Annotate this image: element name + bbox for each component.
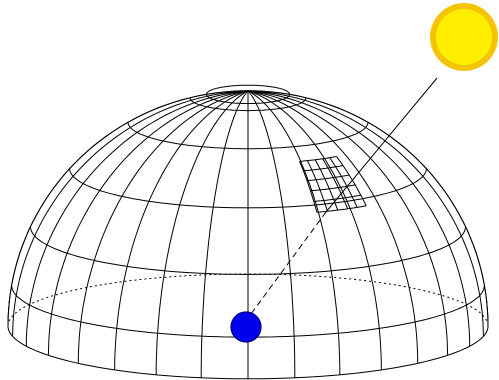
meridian-line (247, 90, 296, 378)
meridian-line (247, 90, 449, 356)
hemisphere-wireframe (7, 84, 489, 380)
patch-column (307, 160, 328, 212)
meridian-line (247, 90, 484, 337)
meridian-line (247, 90, 471, 347)
patch-column (322, 158, 349, 209)
observer-dot (230, 311, 262, 343)
meridian-line (12, 90, 249, 337)
dome-silhouette (7, 90, 489, 327)
patch-column (299, 161, 318, 213)
patch-row (313, 194, 361, 202)
meridian-line (77, 90, 249, 364)
sun-ray-outside (325, 77, 438, 213)
meridian-line (247, 90, 419, 364)
meridian-line (47, 90, 249, 356)
meridian-line (114, 90, 249, 370)
patch-row (299, 156, 337, 162)
top-cap-ring (205, 84, 291, 104)
sun-icon (430, 3, 498, 71)
sky-patch-grid (299, 156, 367, 213)
patch-row (316, 205, 367, 213)
patch-column (314, 159, 339, 211)
patch-row (310, 184, 356, 192)
patch-column (329, 157, 358, 208)
patch-row (306, 174, 350, 182)
sun-ray-inside (247, 211, 327, 319)
patch-row (303, 165, 344, 172)
meridian-line (247, 90, 341, 375)
meridian-line (200, 90, 249, 378)
meridian-line (25, 90, 249, 347)
meridian-line (155, 90, 249, 375)
meridian-line (247, 90, 382, 370)
